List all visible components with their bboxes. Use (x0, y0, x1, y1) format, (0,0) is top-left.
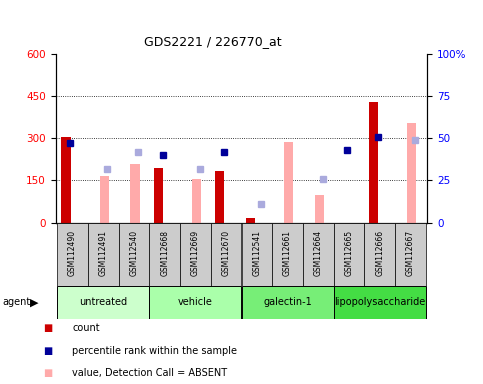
Bar (215, 170, 224, 223)
Bar (118, 223, 149, 286)
Text: ■: ■ (43, 368, 53, 378)
Bar (61, 137, 71, 223)
Bar (369, 102, 378, 223)
Text: GSM112491: GSM112491 (99, 230, 108, 276)
Text: GSM112666: GSM112666 (375, 230, 384, 276)
Bar (154, 168, 163, 223)
Text: GSM112668: GSM112668 (160, 230, 169, 276)
Bar (99, 176, 109, 223)
Bar (88, 223, 118, 286)
Text: untreated: untreated (79, 297, 127, 308)
Bar (395, 223, 426, 286)
Bar (284, 142, 293, 223)
Bar (242, 223, 272, 286)
Bar (242, 286, 334, 319)
Text: galectin-1: galectin-1 (263, 297, 312, 308)
Bar (407, 123, 416, 223)
Bar (192, 179, 201, 223)
Bar (180, 223, 211, 286)
Text: GSM112540: GSM112540 (129, 230, 139, 276)
Bar (334, 286, 426, 319)
Text: GSM112669: GSM112669 (191, 230, 200, 276)
Text: value, Detection Call = ABSENT: value, Detection Call = ABSENT (72, 368, 227, 378)
Text: GSM112541: GSM112541 (253, 230, 261, 276)
Bar (149, 223, 180, 286)
Text: GSM112661: GSM112661 (283, 230, 292, 276)
Text: ■: ■ (43, 323, 53, 333)
Text: count: count (72, 323, 100, 333)
Text: GSM112664: GSM112664 (314, 230, 323, 276)
Bar (272, 223, 303, 286)
Bar (365, 223, 395, 286)
Text: percentile rank within the sample: percentile rank within the sample (72, 346, 238, 356)
Text: lipopolysaccharide: lipopolysaccharide (334, 297, 426, 308)
Bar (149, 286, 242, 319)
Text: GDS2221 / 226770_at: GDS2221 / 226770_at (144, 35, 281, 48)
Bar (130, 164, 140, 223)
Bar (57, 223, 88, 286)
Text: ▶: ▶ (30, 297, 39, 308)
Text: ■: ■ (43, 346, 53, 356)
Text: GSM112490: GSM112490 (68, 230, 77, 276)
Bar (303, 223, 334, 286)
Bar (334, 223, 365, 286)
Text: agent: agent (2, 297, 30, 308)
Text: vehicle: vehicle (178, 297, 213, 308)
Text: GSM112667: GSM112667 (406, 230, 415, 276)
Text: GSM112665: GSM112665 (344, 230, 354, 276)
Bar (315, 195, 324, 223)
Bar (57, 286, 149, 319)
Bar (246, 218, 255, 223)
Bar (211, 223, 242, 286)
Text: GSM112670: GSM112670 (222, 230, 230, 276)
